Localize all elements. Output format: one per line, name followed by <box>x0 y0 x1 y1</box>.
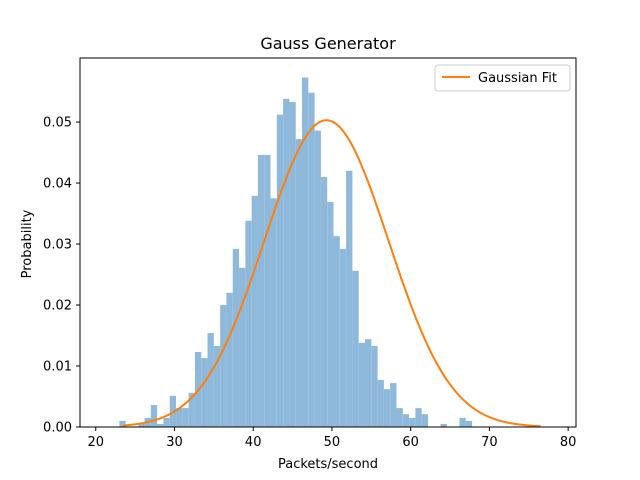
histogram-bar <box>220 305 227 427</box>
histogram-bar <box>188 392 195 427</box>
x-axis-label: Packets/second <box>278 457 378 472</box>
histogram-bar <box>371 345 378 427</box>
x-tick-label: 20 <box>87 435 104 450</box>
histogram-bar <box>302 77 309 427</box>
histogram-bar <box>270 198 277 427</box>
histogram-bar <box>396 408 403 427</box>
histogram-bar <box>207 333 214 427</box>
histogram-bar <box>365 339 372 427</box>
histogram-bar <box>251 195 258 427</box>
histogram-bar <box>352 270 359 427</box>
y-tick-label: 0.00 <box>43 421 72 436</box>
histogram-bar <box>383 389 391 427</box>
y-tick-label: 0.03 <box>43 238 72 253</box>
y-tick-label: 0.02 <box>43 299 72 314</box>
histogram-bar <box>459 417 466 427</box>
histogram-bar <box>264 154 271 427</box>
histogram-bar <box>415 408 422 427</box>
x-tick-label: 70 <box>481 435 498 450</box>
histogram-bar <box>276 114 284 427</box>
histogram-bar <box>182 408 189 427</box>
histogram-bar <box>327 201 334 427</box>
histogram-bar <box>339 248 347 427</box>
histogram-bar <box>377 380 384 427</box>
histogram-bar <box>333 236 340 427</box>
histogram-bar <box>239 267 246 427</box>
histogram-bar <box>320 176 328 427</box>
x-axis: 20 30 40 50 60 70 80 <box>87 427 576 450</box>
x-tick-label: 60 <box>402 435 419 450</box>
legend-label-gaussian-fit: Gaussian Fit <box>478 71 557 86</box>
y-tick-label: 0.01 <box>43 360 72 375</box>
y-tick-label: 0.05 <box>43 116 72 131</box>
x-tick-label: 50 <box>324 435 341 450</box>
histogram-bar <box>358 342 366 427</box>
legend: Gaussian Fit <box>434 64 571 92</box>
histogram-bar <box>163 417 170 427</box>
histogram-bar <box>213 345 221 427</box>
histogram-bar <box>421 414 428 427</box>
y-tick-label: 0.04 <box>43 177 72 192</box>
histogram-bar <box>201 358 208 427</box>
x-tick-label: 80 <box>560 435 577 450</box>
histogram-bar <box>176 408 183 427</box>
histogram-bar <box>409 417 416 427</box>
y-axis: 0.00 0.01 0.02 0.03 0.04 0.05 <box>43 116 80 436</box>
legend-box <box>434 64 571 92</box>
histogram-bar <box>119 420 126 427</box>
gaussian-fit-line-group <box>123 119 541 428</box>
gaussian-fit-line <box>123 119 541 428</box>
histogram-bar <box>157 423 164 427</box>
histogram-bar <box>295 139 303 427</box>
histogram-bar <box>232 248 240 427</box>
histogram-bar <box>226 292 233 427</box>
histogram-bar <box>390 383 397 427</box>
histogram-bar <box>245 220 252 427</box>
histogram-bar <box>440 423 447 427</box>
histogram-bar <box>465 420 473 427</box>
histogram-bar <box>314 130 321 427</box>
histogram-bar <box>289 101 296 427</box>
histogram-bar <box>402 414 410 427</box>
histogram-bar <box>346 170 353 427</box>
histogram-bar <box>283 98 290 427</box>
plot-frame <box>79 57 577 428</box>
x-tick-label: 30 <box>166 435 183 450</box>
histogram-bar <box>150 405 158 427</box>
histogram-bar <box>308 92 315 427</box>
histogram-bar <box>138 423 145 427</box>
histogram-bar <box>257 154 265 427</box>
x-tick-label: 40 <box>245 435 262 450</box>
chart-title: Gauss Generator <box>260 34 396 53</box>
y-axis-label: Probability <box>20 209 35 278</box>
